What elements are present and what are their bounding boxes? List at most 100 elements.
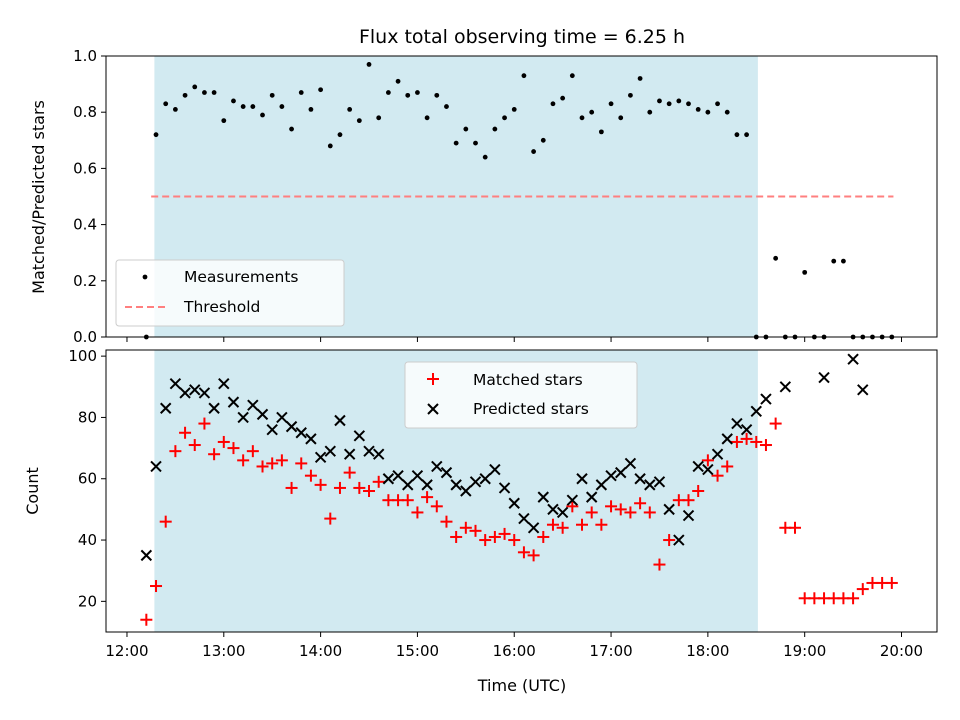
predicted-point [314, 451, 327, 463]
predicted-point [411, 469, 424, 482]
matched-point [266, 457, 279, 470]
measurement-point [269, 92, 275, 98]
measurement-point [540, 137, 546, 143]
matched-point [885, 576, 898, 589]
matched-point [759, 439, 772, 452]
y-tick-label: 1.0 [73, 47, 97, 65]
measurement-point [337, 132, 343, 138]
matched-point [614, 503, 627, 516]
measurement-point [415, 90, 420, 95]
x-tick-label: 20:00 [880, 642, 923, 660]
measurement-point [666, 101, 672, 107]
predicted-point [324, 445, 336, 457]
y-tick-label: 0.8 [73, 103, 97, 121]
measurement-point [531, 149, 537, 154]
measurement-point [327, 143, 333, 149]
predicted-point [140, 549, 153, 562]
predicted-point [208, 402, 220, 414]
x-tick-label: 16:00 [493, 642, 536, 660]
predicted-point [276, 411, 288, 424]
predicted-point [644, 479, 656, 491]
matched-point [150, 580, 163, 593]
x-tick-label: 14:00 [299, 642, 342, 660]
predicted-point [847, 353, 859, 365]
matched-point [450, 530, 463, 543]
measurement-point [453, 140, 459, 146]
predicted-point [169, 378, 182, 390]
matched-point [624, 506, 637, 519]
matched-point [333, 481, 346, 494]
legend-measurements-label: Measurements [184, 268, 299, 286]
measurement-point [560, 95, 566, 101]
measurement-point [434, 92, 440, 98]
matched-point [682, 494, 695, 507]
ratio-legend: Measurements Threshold [115, 259, 345, 327]
matched-point [847, 592, 860, 605]
measurement-point [831, 258, 837, 264]
measurement-point [802, 269, 808, 275]
matched-point [653, 558, 666, 571]
count-legend-box [404, 361, 638, 429]
matched-point [314, 478, 327, 491]
measurement-point [240, 104, 246, 109]
predicted-point [334, 414, 346, 427]
legend-predicted-marker [427, 403, 439, 415]
predicted-point [760, 393, 772, 405]
measurement-point [395, 78, 401, 84]
y-tick-label: 60 [78, 470, 97, 488]
matched-point [217, 435, 230, 448]
matched-point [188, 439, 201, 452]
predicted-point [634, 473, 646, 485]
measurement-point [463, 126, 469, 132]
predicted-point [479, 473, 491, 485]
matched-point [576, 518, 589, 531]
measurement-point [598, 129, 604, 135]
x-tick-label: 12:00 [105, 642, 148, 660]
matched-point [169, 445, 182, 458]
predicted-point [518, 512, 530, 525]
matched-point [634, 497, 647, 510]
predicted-point [537, 491, 549, 503]
predicted-point [285, 420, 298, 433]
matched-point [459, 521, 472, 534]
measurement-point [841, 258, 846, 264]
matched-point [285, 481, 298, 494]
predicted-point [372, 448, 385, 460]
measurement-point [482, 154, 488, 160]
measurement-point [715, 101, 720, 107]
matched-point [479, 534, 492, 547]
matched-point [701, 454, 714, 467]
measurement-point [657, 98, 662, 104]
predicted-point [702, 463, 714, 476]
predicted-point [624, 457, 637, 470]
matched-point [711, 469, 724, 482]
predicted-point [615, 466, 627, 479]
measurement-point [211, 90, 217, 95]
legend-predicted-label: Predicted stars [473, 400, 589, 418]
matched-point [546, 518, 559, 531]
predicted-point [150, 460, 162, 473]
matched-point [140, 613, 153, 626]
measurement-point [647, 109, 653, 115]
measurement-point [231, 98, 236, 104]
matched-point [488, 530, 501, 543]
matched-point [537, 530, 550, 543]
matched-point [769, 417, 782, 430]
predicted-point [295, 427, 307, 439]
predicted-point [353, 430, 366, 442]
measurement-point [724, 109, 730, 115]
matched-point [275, 454, 288, 467]
predicted-point [382, 473, 395, 485]
matched-point [295, 457, 308, 470]
legend-threshold-label: Threshold [183, 298, 260, 316]
predicted-point [585, 491, 598, 503]
predicted-point [682, 509, 695, 522]
count-legend: Matched stars Predicted stars [404, 361, 638, 429]
ratio-panel-frame [105, 55, 938, 338]
predicted-point [460, 485, 472, 497]
predicted-point [857, 384, 869, 396]
predicted-point [566, 494, 579, 506]
predicted-point [256, 408, 269, 421]
chart-title: Flux total observing time = 6.25 h [359, 26, 685, 48]
predicted-point [218, 378, 230, 390]
